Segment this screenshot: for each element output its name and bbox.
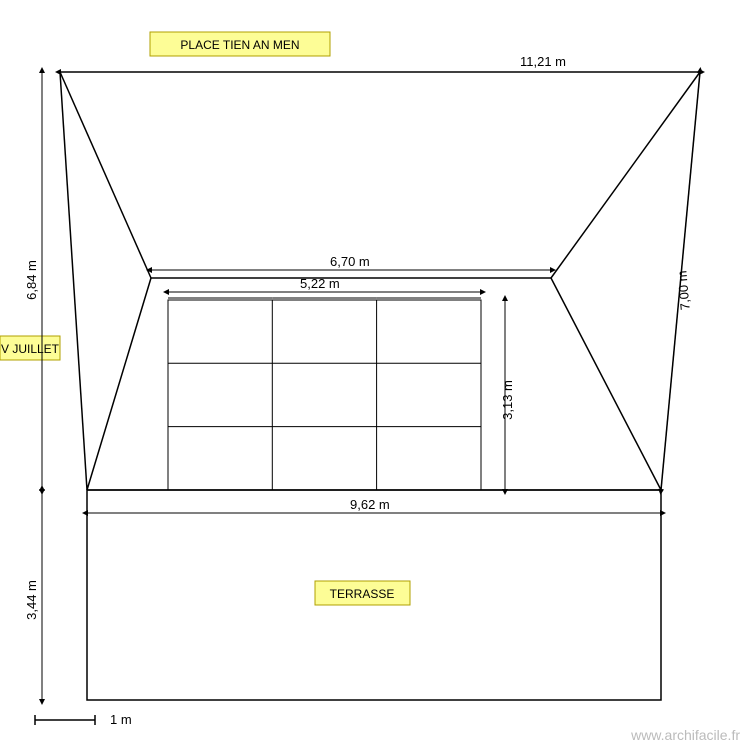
svg-text:3,44 m: 3,44 m bbox=[24, 580, 39, 620]
label-top: PLACE TIEN AN MEN bbox=[150, 32, 330, 56]
dim-top: 11,21 m bbox=[60, 54, 700, 72]
dim-ridge: 6,70 m bbox=[151, 254, 551, 270]
svg-text:7,00 m: 7,00 m bbox=[674, 270, 692, 311]
dim-right-h: 7,00 m bbox=[661, 72, 700, 490]
scale-bar: 1 m bbox=[35, 712, 132, 727]
svg-text:5,22 m: 5,22 m bbox=[300, 276, 340, 291]
label-top-text: PLACE TIEN AN MEN bbox=[180, 38, 299, 52]
svg-text:3,13 m: 3,13 m bbox=[500, 380, 515, 420]
dim-left-lower: 3,44 m bbox=[24, 490, 42, 700]
svg-text:9,62 m: 9,62 m bbox=[350, 497, 390, 512]
label-terrace: TERRASSE bbox=[315, 581, 410, 605]
svg-text:11,21 m: 11,21 m bbox=[520, 54, 566, 69]
watermark-text: www.archifacile.fr bbox=[630, 727, 740, 743]
window-grid bbox=[168, 298, 481, 490]
dim-lower-w: 9,62 m bbox=[87, 497, 661, 513]
dim-left-upper: 6,84 m bbox=[24, 72, 42, 490]
svg-text:6,70 m: 6,70 m bbox=[330, 254, 370, 269]
label-left-text: V JUILLET bbox=[1, 342, 60, 356]
label-terrace-text: TERRASSE bbox=[330, 587, 395, 601]
label-left: V JUILLET bbox=[0, 336, 60, 360]
svg-text:6,84 m: 6,84 m bbox=[24, 260, 39, 300]
roof-plan bbox=[60, 72, 700, 490]
svg-text:1 m: 1 m bbox=[110, 712, 132, 727]
dim-window-h: 3,13 m bbox=[500, 300, 515, 490]
